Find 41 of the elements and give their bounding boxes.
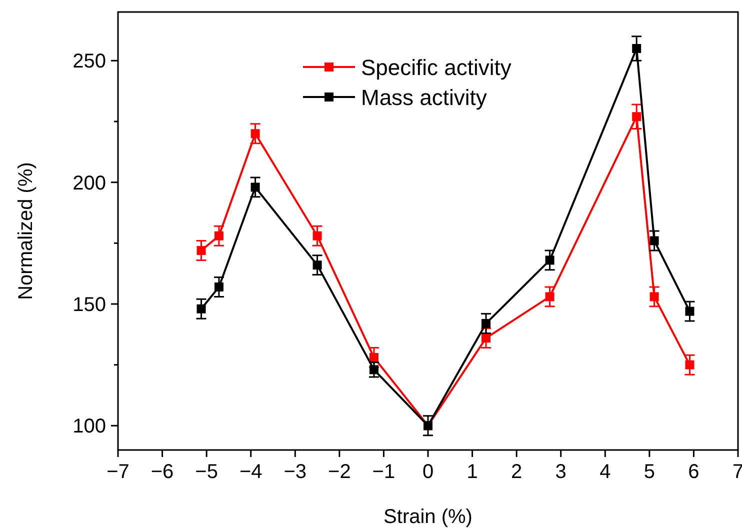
point [312,231,322,240]
point [545,256,554,265]
point [250,182,260,192]
x-tick-label: 6 [688,461,700,483]
y-tick-label: 100 [72,416,106,438]
point [685,360,694,370]
y-tick-label: 150 [72,294,106,316]
x-tick-label: 4 [600,461,611,483]
y-tick-label: 200 [72,172,106,194]
point [632,112,642,122]
point [312,260,322,270]
point [632,44,642,53]
point [196,304,206,314]
x-axis-title: Strain (%) [384,506,472,528]
point [650,236,659,246]
point [482,334,491,343]
point [482,318,491,328]
point [369,353,378,362]
y-tick-label: 250 [72,50,106,73]
point [685,306,694,316]
x-tick-label: −4 [239,461,262,483]
y-axis-title: Normalized (%) [15,162,37,300]
x-tick-label: −6 [150,461,174,483]
legend-label: Specific activity [361,55,512,80]
point [545,292,554,302]
x-tick-label: 1 [466,461,478,483]
x-tick-label: −1 [372,461,396,483]
point [214,231,224,240]
point [650,292,659,302]
x-tick-label: 3 [555,461,566,483]
x-tick-label: −5 [195,461,218,483]
x-tick-label: −3 [284,461,307,483]
x-tick-label: −2 [328,461,351,483]
point [214,282,224,292]
x-tick-label: 2 [511,461,522,483]
legend-label: Mass activity [361,85,487,110]
point [196,246,206,255]
x-tick-label: 0 [422,461,434,483]
point [250,129,260,138]
x-tick-label: 5 [644,461,655,483]
x-tick-label: −7 [106,461,130,483]
